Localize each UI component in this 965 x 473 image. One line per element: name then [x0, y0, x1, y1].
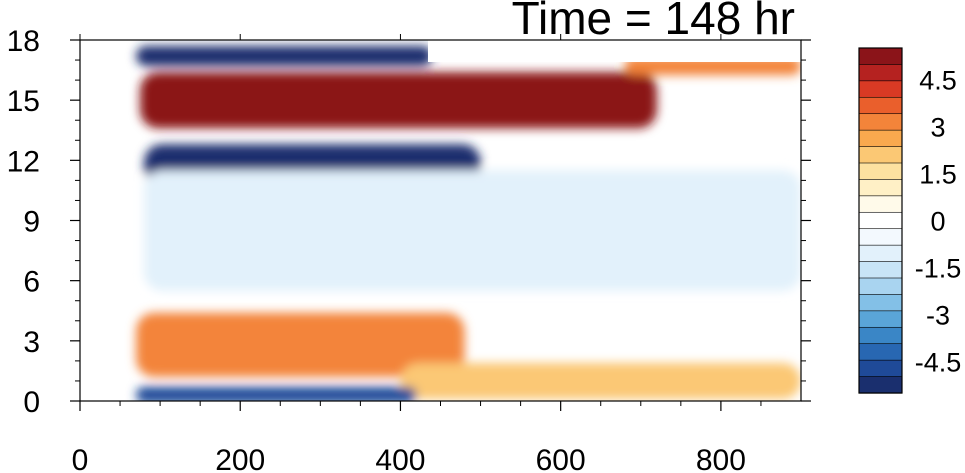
colorbar-swatch-18: [858, 343, 903, 361]
colorbar-label-1: 3: [930, 112, 945, 142]
x-tick-label-3: 600: [536, 444, 586, 473]
contour-fields: [136, 46, 801, 401]
colorbar-swatch-4: [858, 113, 903, 131]
colorbar-swatch-13: [858, 261, 903, 279]
colorbar-swatch-11: [858, 228, 903, 246]
colorbar-swatch-12: [858, 244, 903, 263]
x-tick-label-4: 800: [696, 444, 746, 473]
colorbar-label-2: 1.5: [919, 159, 957, 189]
colorbar: 4.5 3 1.5 0 -1.5 -3 -4.5: [858, 47, 962, 394]
colorbar-swatch-0: [858, 47, 903, 66]
colorbar-label-6: -4.5: [915, 348, 962, 378]
chart-title: Time = 148 hr: [512, 0, 795, 44]
colorbar-swatch-1: [858, 64, 903, 82]
y-tick-label-5: 15: [7, 85, 40, 118]
colorbar-swatch-19: [858, 359, 903, 378]
colorbar-swatch-3: [858, 96, 903, 115]
colorbar-label-5: -3: [926, 301, 950, 331]
colorbar-swatch-6: [858, 146, 903, 164]
colorbar-swatch-14: [858, 277, 903, 296]
y-tick-label-0: 0: [23, 386, 40, 419]
colorbar-label-3: 0: [930, 207, 945, 237]
y-tick-label-6: 18: [7, 25, 40, 58]
y-tick-label-3: 9: [23, 206, 40, 239]
colorbar-label-4: -1.5: [915, 254, 962, 284]
contour-field-8: [136, 386, 417, 401]
y-tick-label-4: 12: [7, 145, 40, 178]
axes: 0 200 400 600 800 0 3 6 9 12 15 18: [7, 25, 811, 473]
colorbar-swatch-16: [858, 310, 903, 328]
colorbar-label-0: 4.5: [919, 65, 957, 95]
title-mask: [428, 40, 801, 62]
x-tick-label-1: 200: [215, 444, 265, 473]
contour-field-5: [144, 170, 801, 291]
colorbar-swatch-17: [858, 326, 903, 345]
contour-field-7: [400, 362, 801, 399]
colorbar-swatch-8: [858, 179, 903, 197]
colorbar-swatch-20: [858, 376, 903, 394]
y-tick-label-1: 3: [23, 326, 40, 359]
y-tick-label-2: 6: [23, 266, 40, 299]
x-tick-label-2: 400: [375, 444, 425, 473]
contour-field-1: [140, 72, 657, 129]
colorbar-swatch-10: [858, 211, 903, 230]
colorbar-swatch-9: [858, 195, 903, 213]
plot-area: [80, 40, 801, 401]
colorbar-swatch-2: [858, 80, 903, 98]
contour-field-0: [136, 46, 433, 67]
contour-field-6: [136, 312, 465, 377]
colorbar-frame: [858, 47, 903, 394]
colorbar-swatch-15: [858, 294, 903, 312]
colorbar-swatch-7: [858, 162, 903, 181]
colorbar-swatch-5: [858, 129, 903, 148]
x-tick-label-0: 0: [72, 444, 89, 473]
